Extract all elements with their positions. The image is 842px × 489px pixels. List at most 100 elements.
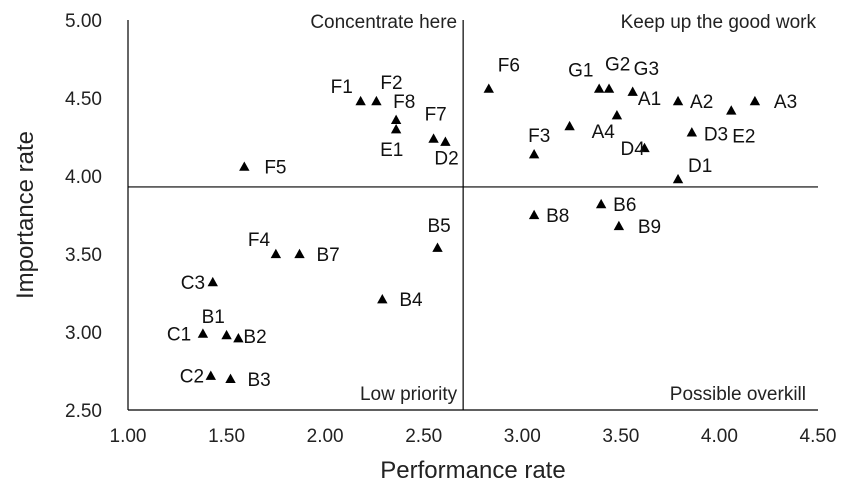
data-point-b8: B8	[528, 206, 569, 227]
data-point-d1: D1	[672, 156, 712, 184]
triangle-marker	[639, 142, 650, 153]
data-point-d2: D2	[434, 136, 459, 170]
triangle-marker	[672, 173, 684, 184]
x-axis-title: Performance rate	[380, 457, 565, 484]
x-tick-label: 1.00	[110, 426, 147, 447]
triangle-marker	[726, 105, 737, 115]
data-point-e2: E2	[726, 105, 756, 147]
triangle-marker	[440, 136, 451, 146]
point-label: F1	[331, 77, 353, 98]
x-tick-label: 2.50	[405, 426, 442, 447]
x-tick-label: 3.50	[602, 426, 639, 447]
data-point-a4: A4	[564, 120, 616, 143]
triangle-marker	[749, 95, 761, 106]
data-point-c3: C3	[181, 273, 218, 294]
point-label: B4	[399, 290, 423, 311]
tick-labels: 1.00 1.50 2.00 2.50 3.00 3.50 4.00 4.50 2.50 3.00…	[65, 11, 836, 447]
data-point-f8: F8	[390, 92, 415, 124]
data-point-c1: C1	[167, 325, 209, 346]
point-label: D1	[688, 156, 712, 177]
data-point-a2: A2	[672, 92, 713, 113]
quadrant-label-top-left: Concentrate here	[310, 12, 457, 33]
data-point-b2: B2	[233, 327, 267, 348]
point-label: A4	[592, 122, 616, 143]
data-point-f2: F2	[371, 73, 403, 106]
data-point-g1: G1	[568, 61, 605, 93]
point-label: F3	[528, 126, 550, 147]
data-point-f7: F7	[425, 105, 447, 143]
point-label: C2	[180, 367, 204, 388]
triangle-marker	[377, 294, 388, 304]
point-label: B3	[248, 370, 271, 391]
triangle-marker	[294, 248, 305, 259]
data-point-b6: B6	[595, 195, 636, 216]
point-label: A1	[638, 89, 661, 110]
triangle-marker	[270, 248, 282, 259]
point-label: E1	[380, 140, 403, 161]
data-point-b5: B5	[428, 216, 451, 252]
data-point-f1: F1	[331, 77, 366, 106]
point-label: G1	[568, 61, 593, 82]
triangle-marker	[390, 114, 402, 124]
point-label: B9	[638, 217, 661, 238]
data-point-c2: C2	[180, 367, 216, 388]
point-label: D3	[704, 124, 728, 145]
triangle-marker	[528, 148, 540, 159]
point-label: G3	[634, 59, 659, 80]
data-point-g2: G2	[603, 55, 630, 93]
point-label: E2	[732, 126, 755, 147]
point-label: F4	[248, 230, 271, 251]
data-point-d4: D4	[621, 139, 650, 160]
point-label: F8	[393, 92, 415, 113]
triangle-marker	[483, 83, 494, 93]
triangle-marker	[528, 209, 540, 220]
x-tick-label: 4.00	[701, 426, 738, 447]
point-label: G2	[605, 55, 630, 76]
point-label: B8	[546, 206, 569, 227]
y-axis-title: Importance rate	[12, 131, 39, 299]
data-point-b1: B1	[202, 307, 232, 340]
point-label: A3	[774, 92, 797, 113]
data-point-b3: B3	[225, 370, 271, 391]
quadrant-label-bottom-right: Possible overkill	[670, 384, 806, 405]
y-tick-label: 4.00	[65, 167, 102, 188]
triangle-marker	[613, 220, 625, 231]
triangle-marker	[595, 198, 607, 209]
point-label: C1	[167, 325, 191, 346]
point-label: F7	[425, 105, 447, 126]
triangle-marker	[239, 161, 250, 171]
data-point-d3: D3	[686, 124, 728, 145]
point-label: B5	[428, 216, 451, 237]
x-tick-label: 2.00	[307, 426, 344, 447]
triangle-marker	[564, 120, 575, 131]
triangle-marker	[233, 333, 244, 343]
quadrant-label-top-right: Keep up the good work	[621, 12, 817, 33]
point-label: D2	[434, 149, 458, 170]
data-point-f4: F4	[248, 230, 282, 259]
data-point-g3: G3	[627, 59, 659, 96]
point-label: D4	[621, 139, 646, 160]
triangle-marker	[225, 373, 236, 383]
point-label: B2	[243, 327, 266, 348]
point-label: F6	[498, 56, 520, 77]
y-tick-label: 5.00	[65, 11, 102, 32]
point-label: B6	[613, 195, 636, 216]
data-point-a3: A3	[749, 92, 797, 113]
triangle-marker	[627, 86, 638, 96]
data-point-f3: F3	[528, 126, 550, 159]
triangle-marker	[672, 95, 684, 106]
x-tick-label: 4.50	[800, 426, 837, 447]
y-tick-label: 3.00	[65, 323, 102, 344]
data-point-b7: B7	[294, 245, 340, 266]
data-point-a1: A1	[611, 89, 661, 120]
triangle-marker	[355, 95, 366, 106]
point-label: B1	[202, 307, 225, 328]
triangle-marker	[603, 83, 615, 93]
triangle-marker	[611, 109, 623, 120]
quadrant-labels: Concentrate here Keep up the good work L…	[310, 12, 816, 405]
data-point-b9: B9	[613, 217, 661, 238]
data-point-e1: E1	[380, 124, 403, 161]
point-label: A2	[690, 92, 713, 113]
